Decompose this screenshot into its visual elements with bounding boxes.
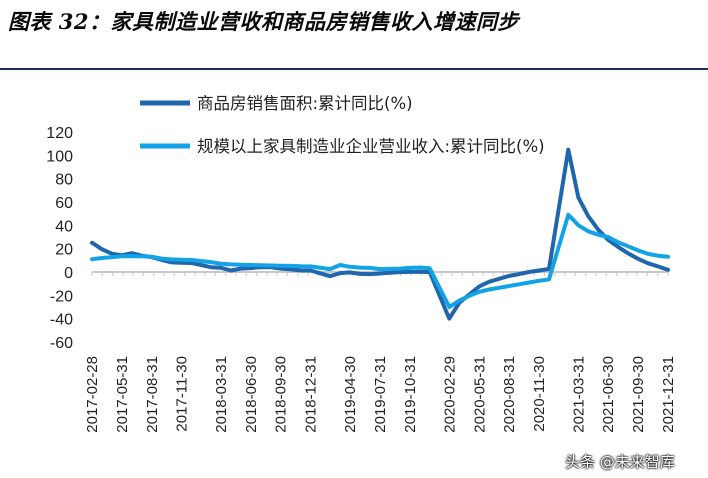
y-axis: 120 100 80 60 40 20 0 -20 -40 -60 xyxy=(46,125,73,352)
y-tick-label: -40 xyxy=(50,312,73,329)
x-tick-label: 2021-09-30 xyxy=(630,356,647,433)
y-tick-label: -20 xyxy=(50,288,73,305)
x-tick-label: 2021-03-31 xyxy=(570,356,587,433)
x-tick-label: 2020-11-30 xyxy=(531,356,548,432)
x-tick-label: 2019-10-31 xyxy=(402,356,419,433)
x-tick-label: 2017-05-31 xyxy=(114,356,131,433)
x-tick-label: 2017-08-31 xyxy=(144,356,161,433)
x-tick-label: 2020-08-31 xyxy=(501,356,518,433)
x-tick-label: 2017-02-28 xyxy=(84,356,101,433)
y-tick-label: 120 xyxy=(46,125,73,142)
y-tick-label: -60 xyxy=(50,335,73,352)
y-tick-label: 40 xyxy=(55,218,73,235)
y-tick-label: 100 xyxy=(46,148,73,165)
x-tick-label: 2020-05-31 xyxy=(471,356,488,433)
y-tick-label: 20 xyxy=(55,242,73,259)
series-line-1 xyxy=(90,147,670,321)
series-line-2 xyxy=(90,212,670,309)
x-tick-label: 2021-06-30 xyxy=(600,356,617,433)
figure-title: 图表 32：家具制造业营收和商品房销售收入增速同步 xyxy=(8,9,520,34)
legend-label-series-1: 商品房销售面积:累计同比(%) xyxy=(197,94,413,113)
legend: 商品房销售面积:累计同比(%) 规模以上家具制造业企业营业收入:累计同比(%) xyxy=(140,94,545,156)
y-tick-label: 60 xyxy=(55,195,73,212)
series-layer xyxy=(90,147,670,321)
title-rule xyxy=(0,68,708,70)
x-tick-label: 2018-03-31 xyxy=(213,356,230,433)
watermark: 头条 @未来智库 xyxy=(565,453,675,471)
y-tick-label: 80 xyxy=(55,172,73,189)
y-tick-label: 0 xyxy=(64,265,73,282)
x-tick-label: 2018-12-31 xyxy=(303,356,320,433)
x-axis: 2017-02-28 2017-05-31 2017-08-31 2017-11-30… xyxy=(84,271,677,433)
x-tick-label: 2017-11-30 xyxy=(174,356,191,432)
x-tick-label: 2019-07-31 xyxy=(372,356,389,433)
x-tick-label: 2020-02-29 xyxy=(441,356,458,433)
x-tick-label: 2018-06-30 xyxy=(243,356,260,433)
legend-label-series-2: 规模以上家具制造业企业营业收入:累计同比(%) xyxy=(197,137,545,156)
x-tick-label: 2021-12-31 xyxy=(660,356,677,433)
x-tick-label: 2018-09-30 xyxy=(273,356,290,433)
x-tick-label: 2019-04-30 xyxy=(342,356,359,433)
